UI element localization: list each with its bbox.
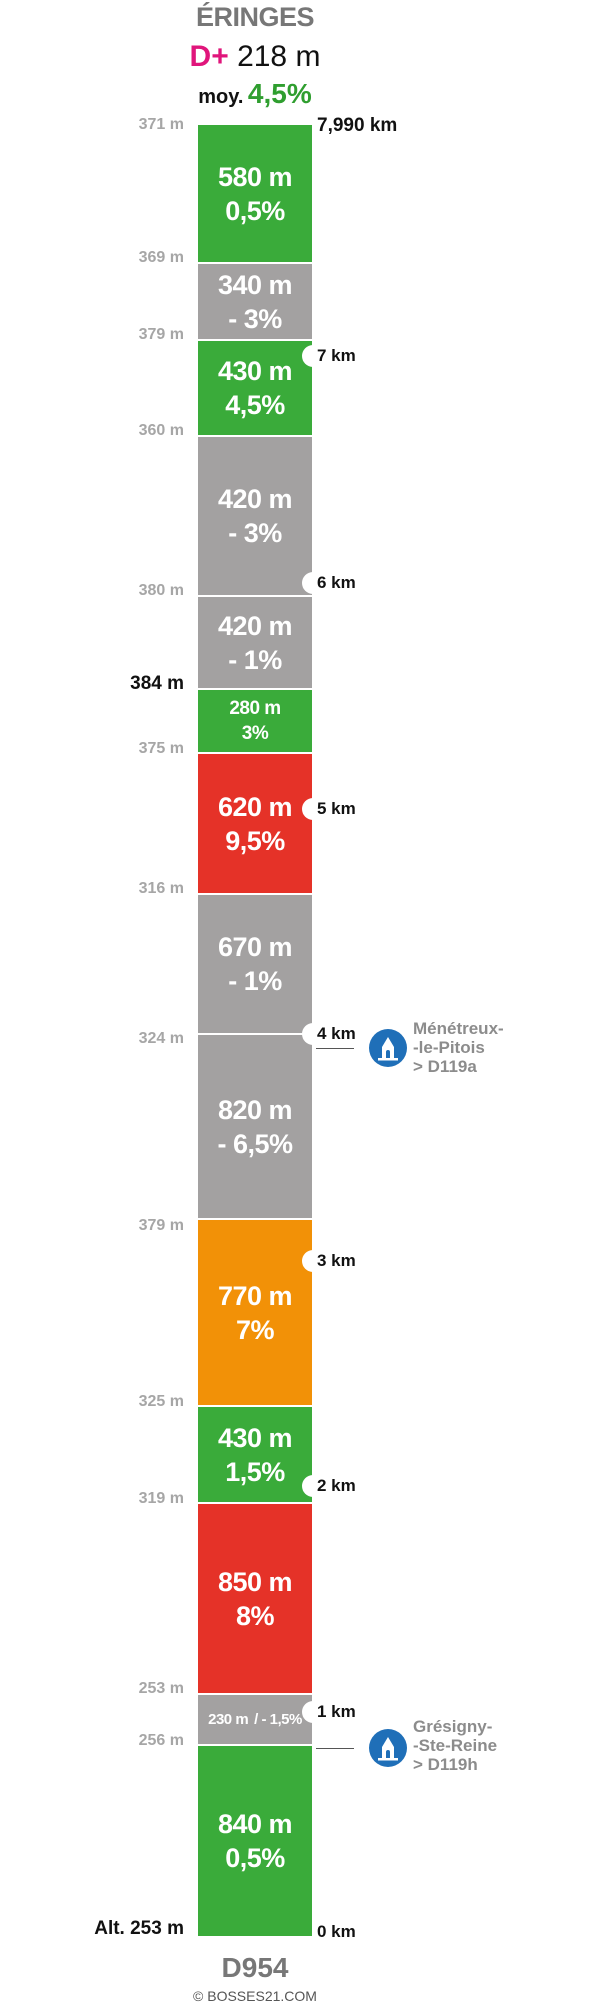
segment-grade: - 1% [228,966,282,996]
segment-grade: 3% [241,723,269,744]
segment-length: 430 m [217,1422,293,1453]
profile-segment: 430 m 4,5% [198,339,312,435]
segment-length: 280 m [229,698,281,719]
altitude-label: 384 m [130,673,184,694]
km-marker: 5 km [317,799,356,818]
altitude-label: 375 m [138,740,184,757]
segment-length: 820 m [217,1094,293,1125]
elevation-gain: D+ 218 m [0,40,510,74]
average-grade: moy. 4,5% [0,78,510,110]
km-marker: 4 km [317,1024,356,1043]
profile-segment: 770 m 7% [198,1218,312,1405]
altitude-label: 324 m [138,1030,184,1047]
profile-segment: 420 m- 1% [198,595,312,688]
junction-label-line: -Ste-Reine [413,1736,498,1755]
km-notch [302,798,324,820]
altitude-label: 316 m [138,880,184,897]
junction-label: Grésigny- -Ste-Reine > D119h [413,1717,497,1774]
average-value: 4,5% [247,78,312,109]
km-notch [302,345,324,367]
junction-label-line: > D119h [413,1755,478,1774]
altitude-label: 325 m [138,1393,184,1410]
km-notch [302,1250,324,1272]
profile-segment: 670 m - 1% [198,893,312,1033]
gain-value: 218 m [237,40,321,73]
climb-title: ÉRINGES [195,2,315,32]
segment-length: 770 m [217,1280,293,1311]
segment-grade: 8% [235,1600,275,1631]
km-marker: 1 km [317,1702,356,1721]
segment-grade: 0,5% [225,1843,285,1873]
junction-label: Ménétreux- -le-Pitois > D119a [413,1019,504,1076]
church-icon [369,1729,407,1767]
altitude-label: 360 m [138,422,184,439]
altitude-label: 371 m [138,116,184,133]
altitude-label: 256 m [138,1732,184,1749]
altitude-label: 379 m [138,1217,184,1234]
profile-segment: 580 m 0,5% [198,125,312,262]
altitude-label: Alt. 253 m [94,1918,184,1939]
km-notch [302,1701,324,1723]
km-marker: 0 km [317,1922,356,1941]
segment-length: 430 m [217,356,293,386]
segment-grade: / - 1,5% [254,1710,302,1728]
segment-length: 230 m [208,1710,249,1728]
segment-grade: - 3% [228,518,282,548]
km-notch [302,1475,324,1497]
junction-line [316,1748,354,1749]
junction-label-line: Ménétreux- [413,1019,504,1038]
segment-grade: 1,5% [225,1456,285,1487]
profile-segment: 340 m- 3% [198,262,312,339]
junction-label-line: -le-Pitois [413,1038,485,1057]
segment-length: 420 m [217,610,293,641]
profile-segment: 230 m / - 1,5% [198,1693,312,1744]
segment-grade: 4,5% [225,390,285,420]
segment-length: 420 m [217,484,293,514]
segment-length: 840 m [217,1809,293,1839]
segment-length: 850 m [217,1566,293,1597]
segment-length: 670 m [217,932,293,962]
gain-prefix: D+ [189,40,229,73]
segment-grade: 9,5% [225,825,285,856]
junction-label-line: > D119a [413,1057,477,1076]
altitude-label: 253 m [138,1680,184,1697]
segment-length: 340 m [217,269,293,300]
junction-label-line: Grésigny- [413,1717,493,1736]
junction-line [316,1048,354,1049]
profile-segment: 430 m 1,5% [198,1405,312,1502]
km-marker: 6 km [317,573,356,592]
credit-text: © BOSSES21.COM [193,1988,317,2004]
km-marker: 3 km [317,1251,356,1270]
segment-grade: - 1% [228,644,282,675]
segment-length: 620 m [217,791,293,822]
km-marker: 7 km [317,346,356,365]
segment-grade: - 3% [228,303,282,334]
altitude-label: 379 m [138,326,184,343]
road-name: D954 [221,1952,289,1983]
profile-segment: 280 m 3% [198,688,312,752]
total-distance: 7,990 km [317,115,398,136]
km-notch [302,572,324,594]
altitude-label: 369 m [138,249,184,266]
segment-grade: - 6,5% [217,1128,293,1159]
profile-segment: 620 m 9,5% [198,752,312,893]
km-marker: 2 km [317,1476,356,1495]
altitude-label: 380 m [138,582,184,599]
segment-length: 580 m [217,161,293,192]
profile-segment: 840 m 0,5% [198,1744,312,1936]
segment-grade: 7% [235,1314,275,1345]
altitude-label: 319 m [138,1490,184,1507]
profile-segment: 820 m- 6,5% [198,1033,312,1218]
church-icon [369,1029,407,1067]
profile-segment: 420 m - 3% [198,435,312,595]
average-label: moy. [198,86,244,108]
profile-segment: 850 m 8% [198,1502,312,1693]
km-notch [302,1023,324,1045]
segment-grade: 0,5% [225,195,285,226]
